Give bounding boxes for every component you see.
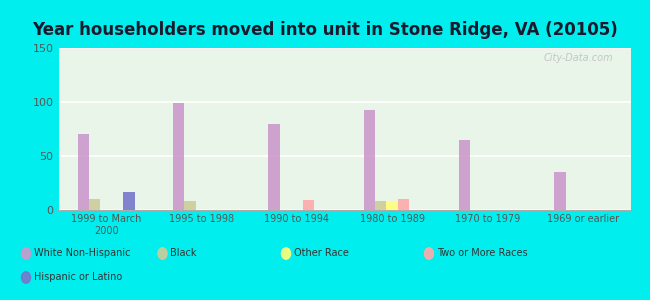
Text: Two or More Races: Two or More Races [437, 248, 527, 259]
Text: Other Race: Other Race [294, 248, 348, 259]
Bar [77, 134, 89, 210]
Text: City-Data.com: City-Data.com [543, 53, 614, 63]
Bar [459, 140, 471, 210]
Bar [89, 199, 101, 210]
Bar [363, 110, 375, 210]
Text: Year householders moved into unit in Stone Ridge, VA (20105): Year householders moved into unit in Sto… [32, 21, 618, 39]
Bar [375, 201, 387, 210]
Bar [185, 201, 196, 210]
Bar [173, 103, 185, 210]
Bar [554, 172, 565, 210]
Text: Hispanic or Latino: Hispanic or Latino [34, 272, 122, 283]
Bar [387, 201, 398, 210]
Text: Black: Black [170, 248, 197, 259]
Bar [302, 200, 314, 210]
Text: White Non-Hispanic: White Non-Hispanic [34, 248, 130, 259]
Bar [268, 124, 280, 210]
Bar [124, 192, 135, 210]
Bar [398, 199, 410, 210]
